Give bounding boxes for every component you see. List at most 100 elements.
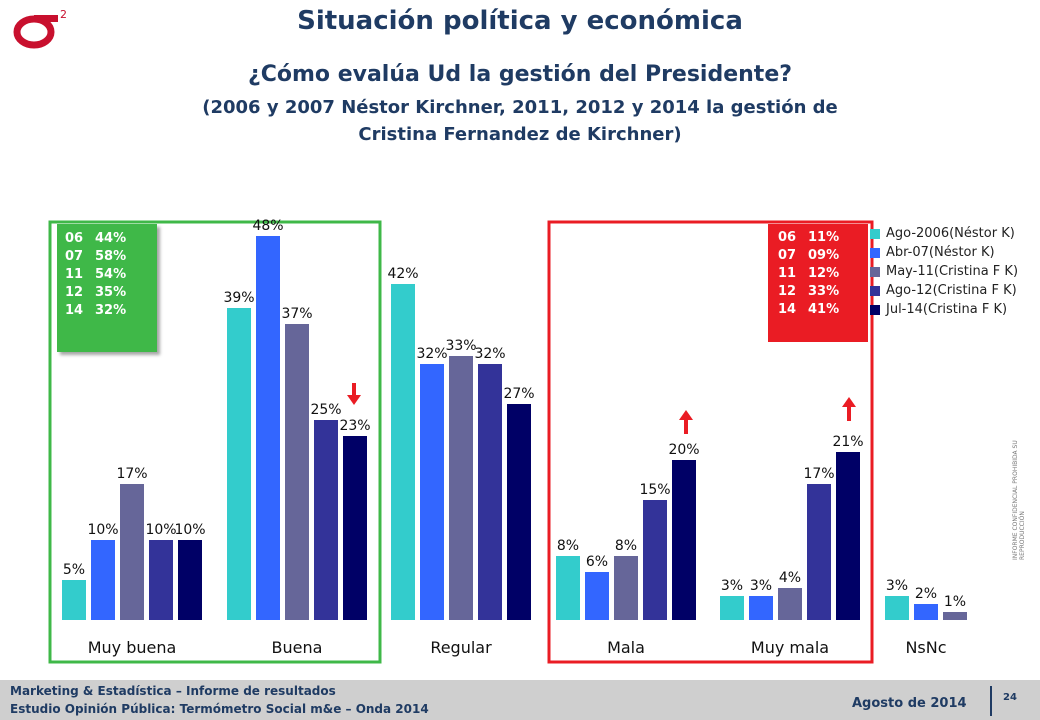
negative-box-value: 12% (808, 266, 840, 281)
footer-line-2: Estudio Opinión Pública: Termómetro Soci… (10, 702, 429, 716)
negative-box-value: 33% (808, 284, 840, 299)
positive-box-value: 54% (95, 267, 127, 282)
legend-item: May-11(Cristina F K) (870, 262, 1018, 281)
bar (178, 540, 202, 620)
positive-box-row: 12 35% (57, 284, 157, 302)
negative-box-year: 11 (778, 266, 797, 281)
legend-label: May-11(Cristina F K) (886, 264, 1019, 279)
positive-box-year: 11 (65, 267, 84, 282)
subtitle-line-1: (2006 y 2007 Néstor Kirchner, 2011, 2012… (202, 97, 838, 118)
bar (614, 556, 638, 620)
data-label: 17% (116, 466, 147, 482)
negative-box-year: 07 (778, 248, 797, 263)
data-label: 17% (803, 466, 834, 482)
positive-box-year: 14 (65, 303, 84, 318)
bar (478, 364, 502, 620)
bar (227, 308, 251, 620)
category-label: Buena (272, 638, 323, 657)
positive-box-year: 06 (65, 231, 84, 246)
data-label: 3% (886, 578, 908, 594)
legend-label: Ago-2006(Néstor K) (886, 226, 1015, 241)
legend-item: Ago-2006(Néstor K) (870, 224, 1018, 243)
confidential-note: INFORME CONFIDENCIAL PROHIBIDA SU REPROD… (1012, 440, 1026, 560)
data-label: 32% (416, 346, 447, 362)
legend-swatch (870, 228, 880, 239)
negative-box-year: 12 (778, 284, 797, 299)
data-label: 20% (668, 442, 699, 458)
data-label: 48% (252, 218, 283, 234)
data-label: 5% (63, 562, 85, 578)
down-arrow-head (347, 395, 361, 405)
footer-bar: Marketing & Estadística – Informe de res… (0, 680, 1040, 720)
page-title: Situación política y económica (297, 6, 743, 36)
negative-box-row: 06 11% (768, 229, 868, 247)
category-label: Mala (607, 638, 645, 657)
bar (556, 556, 580, 620)
negative-box-value: 09% (808, 248, 840, 263)
data-label: 10% (174, 522, 205, 538)
legend-swatch (870, 247, 880, 258)
legend-label: Jul-14(Cristina F K) (886, 302, 1008, 317)
positive-summary-box: 06 44% 07 58% 11 54% 12 35% 14 32% (57, 224, 157, 352)
bar (914, 604, 938, 620)
legend-item: Jul-14(Cristina F K) (870, 300, 1018, 319)
negative-summary-box: 06 11% 07 09% 11 12% 12 33% 14 41% (768, 224, 868, 342)
bar (885, 596, 909, 620)
data-label: 2% (915, 586, 937, 602)
legend-item: Ago-12(Cristina F K) (870, 281, 1018, 300)
bar (314, 420, 338, 620)
positive-box-value: 58% (95, 249, 127, 264)
data-label: 1% (944, 594, 966, 610)
negative-box-year: 14 (778, 302, 797, 317)
positive-box-value: 32% (95, 303, 127, 318)
logo-superscript: 2 (60, 8, 67, 21)
negative-box-row: 07 09% (768, 247, 868, 265)
footer-line-1: Marketing & Estadística – Informe de res… (10, 684, 336, 698)
positive-box-row: 11 54% (57, 266, 157, 284)
data-label: 4% (779, 570, 801, 586)
bar (749, 596, 773, 620)
data-label: 10% (145, 522, 176, 538)
positive-box-row: 14 32% (57, 302, 157, 320)
subtitle-line-2: Cristina Fernandez de Kirchner) (358, 124, 682, 145)
positive-box-year: 07 (65, 249, 84, 264)
data-label: 3% (721, 578, 743, 594)
bar (943, 612, 967, 620)
up-arrow-head (679, 410, 693, 420)
question-subtitle: (2006 y 2007 Néstor Kirchner, 2011, 2012… (0, 94, 1040, 148)
negative-box-value: 41% (808, 302, 840, 317)
data-label: 8% (557, 538, 579, 554)
bar (836, 452, 860, 620)
data-label: 8% (615, 538, 637, 554)
negative-box-year: 06 (778, 230, 797, 245)
positive-box-row: 07 58% (57, 248, 157, 266)
bar-chart: 5%10%17%10%10%Muy buena39%48%37%25%23%Bu… (48, 218, 967, 664)
data-label: 3% (750, 578, 772, 594)
data-label: 25% (310, 402, 341, 418)
bar (778, 588, 802, 620)
bar (62, 580, 86, 620)
legend-swatch (870, 266, 880, 277)
positive-box-value: 35% (95, 285, 127, 300)
legend-item: Abr-07(Néstor K) (870, 243, 1018, 262)
data-label: 6% (586, 554, 608, 570)
category-label: Muy buena (88, 638, 177, 657)
bar (391, 284, 415, 620)
legend-label: Abr-07(Néstor K) (886, 245, 995, 260)
category-label: Muy mala (751, 638, 829, 657)
category-label: NsNc (905, 638, 946, 657)
bar (343, 436, 367, 620)
positive-frame (48, 220, 382, 664)
legend-label: Ago-12(Cristina F K) (886, 283, 1017, 298)
data-label: 32% (474, 346, 505, 362)
bar (120, 484, 144, 620)
category-label: Regular (430, 638, 492, 657)
data-label: 15% (639, 482, 670, 498)
data-label: 39% (223, 290, 254, 306)
up-arrow-head (842, 397, 856, 407)
negative-box-row: 11 12% (768, 265, 868, 283)
negative-box-row: 14 41% (768, 301, 868, 319)
brand-logo: 2 (10, 4, 80, 50)
positive-box-year: 12 (65, 285, 84, 300)
bar (149, 540, 173, 620)
